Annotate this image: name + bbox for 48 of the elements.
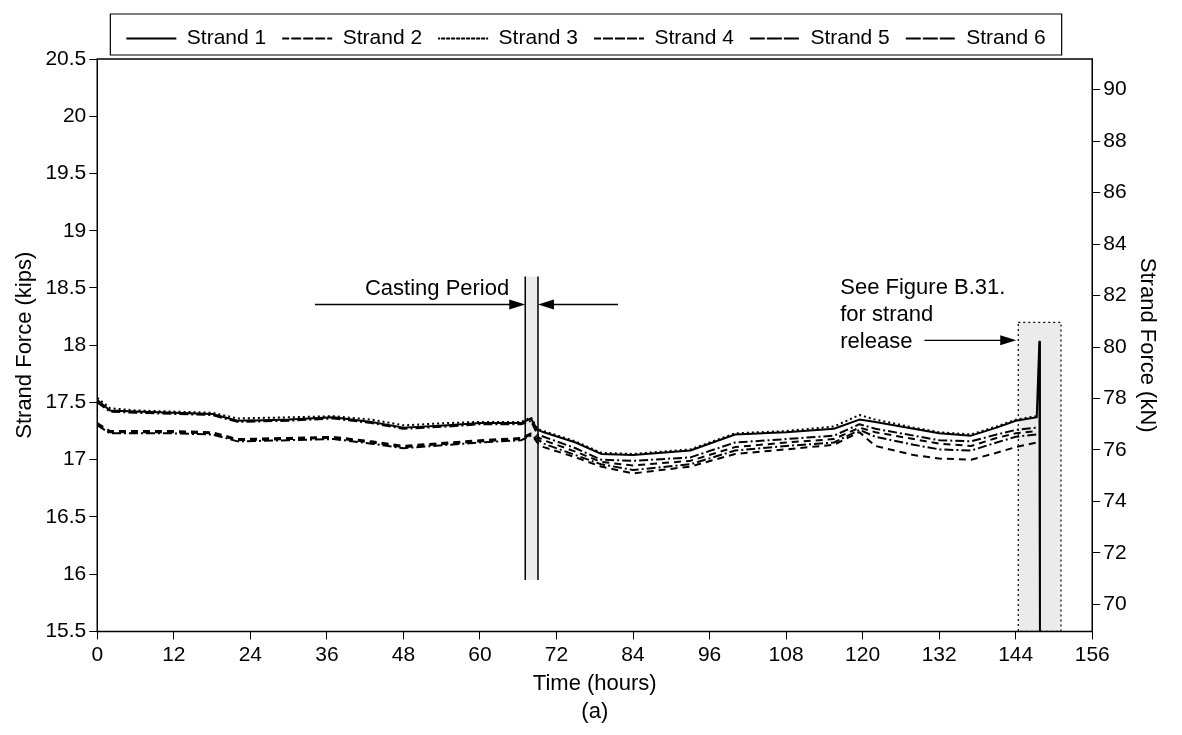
y2-tick-label: 86 [1103,179,1127,203]
legend-label: Strand 4 [654,25,735,49]
y2-tick-label: 70 [1103,591,1127,615]
y-tick-label: 19 [62,217,87,241]
legend-label: Strand 2 [342,25,423,49]
x-tick-label: 108 [768,641,804,665]
y-tick-label: 20.5 [45,45,87,69]
x-tick-label: 36 [315,641,339,665]
y2-axis-title: Strand Force (kN) [1135,257,1161,433]
y-tick-label: 17.5 [45,389,87,413]
x-tick-label: 0 [91,641,104,665]
x-tick-label: 96 [697,641,722,665]
x-tick-label: 60 [468,641,492,665]
y2-tick-label: 80 [1103,333,1127,357]
legend-label: Strand 3 [498,25,578,49]
x-tick-label: 12 [162,641,186,665]
x-tick-label: 144 [998,641,1034,665]
x-tick-label: 72 [544,641,569,665]
y-tick-label: 20 [62,103,87,127]
y2-tick-label: 76 [1103,436,1127,460]
y-tick-label: 18 [62,332,87,355]
y2-tick-label: 72 [1103,539,1127,563]
x-tick-label: 84 [621,641,646,665]
y-tick-label: 19.5 [45,160,87,184]
y-axis-title: Strand Force (kips) [11,251,37,439]
y-tick-label: 16.5 [45,503,87,527]
x-tick-label: 156 [1074,641,1110,665]
y2-tick-label: 90 [1103,76,1127,100]
y2-tick-label: 84 [1103,230,1127,254]
x-tick-label: 48 [391,641,416,665]
band-label: See Figure B.31. for strand release [840,274,1006,354]
band-label: Casting Period [364,274,510,300]
x-tick-label: 24 [238,641,263,665]
y2-tick-label: 78 [1103,385,1127,409]
y2-tick-label: 88 [1103,127,1127,151]
x-axis-title: Time (hours) [532,669,657,695]
legend-label: Strand 6 [966,25,1046,49]
y-tick-label: 17 [62,446,87,470]
x-tick-label: 132 [921,641,957,665]
y2-tick-label: 82 [1103,282,1127,306]
y2-tick-label: 74 [1103,488,1127,512]
x-tick-label: 120 [845,641,881,665]
legend-label: Strand 1 [186,25,267,49]
text: (a) [581,698,609,724]
y-tick-label: 16 [62,560,87,584]
y-tick-label: 18.5 [45,274,87,298]
y-tick-label: 15.5 [45,618,87,642]
legend-label: Strand 5 [810,25,890,49]
